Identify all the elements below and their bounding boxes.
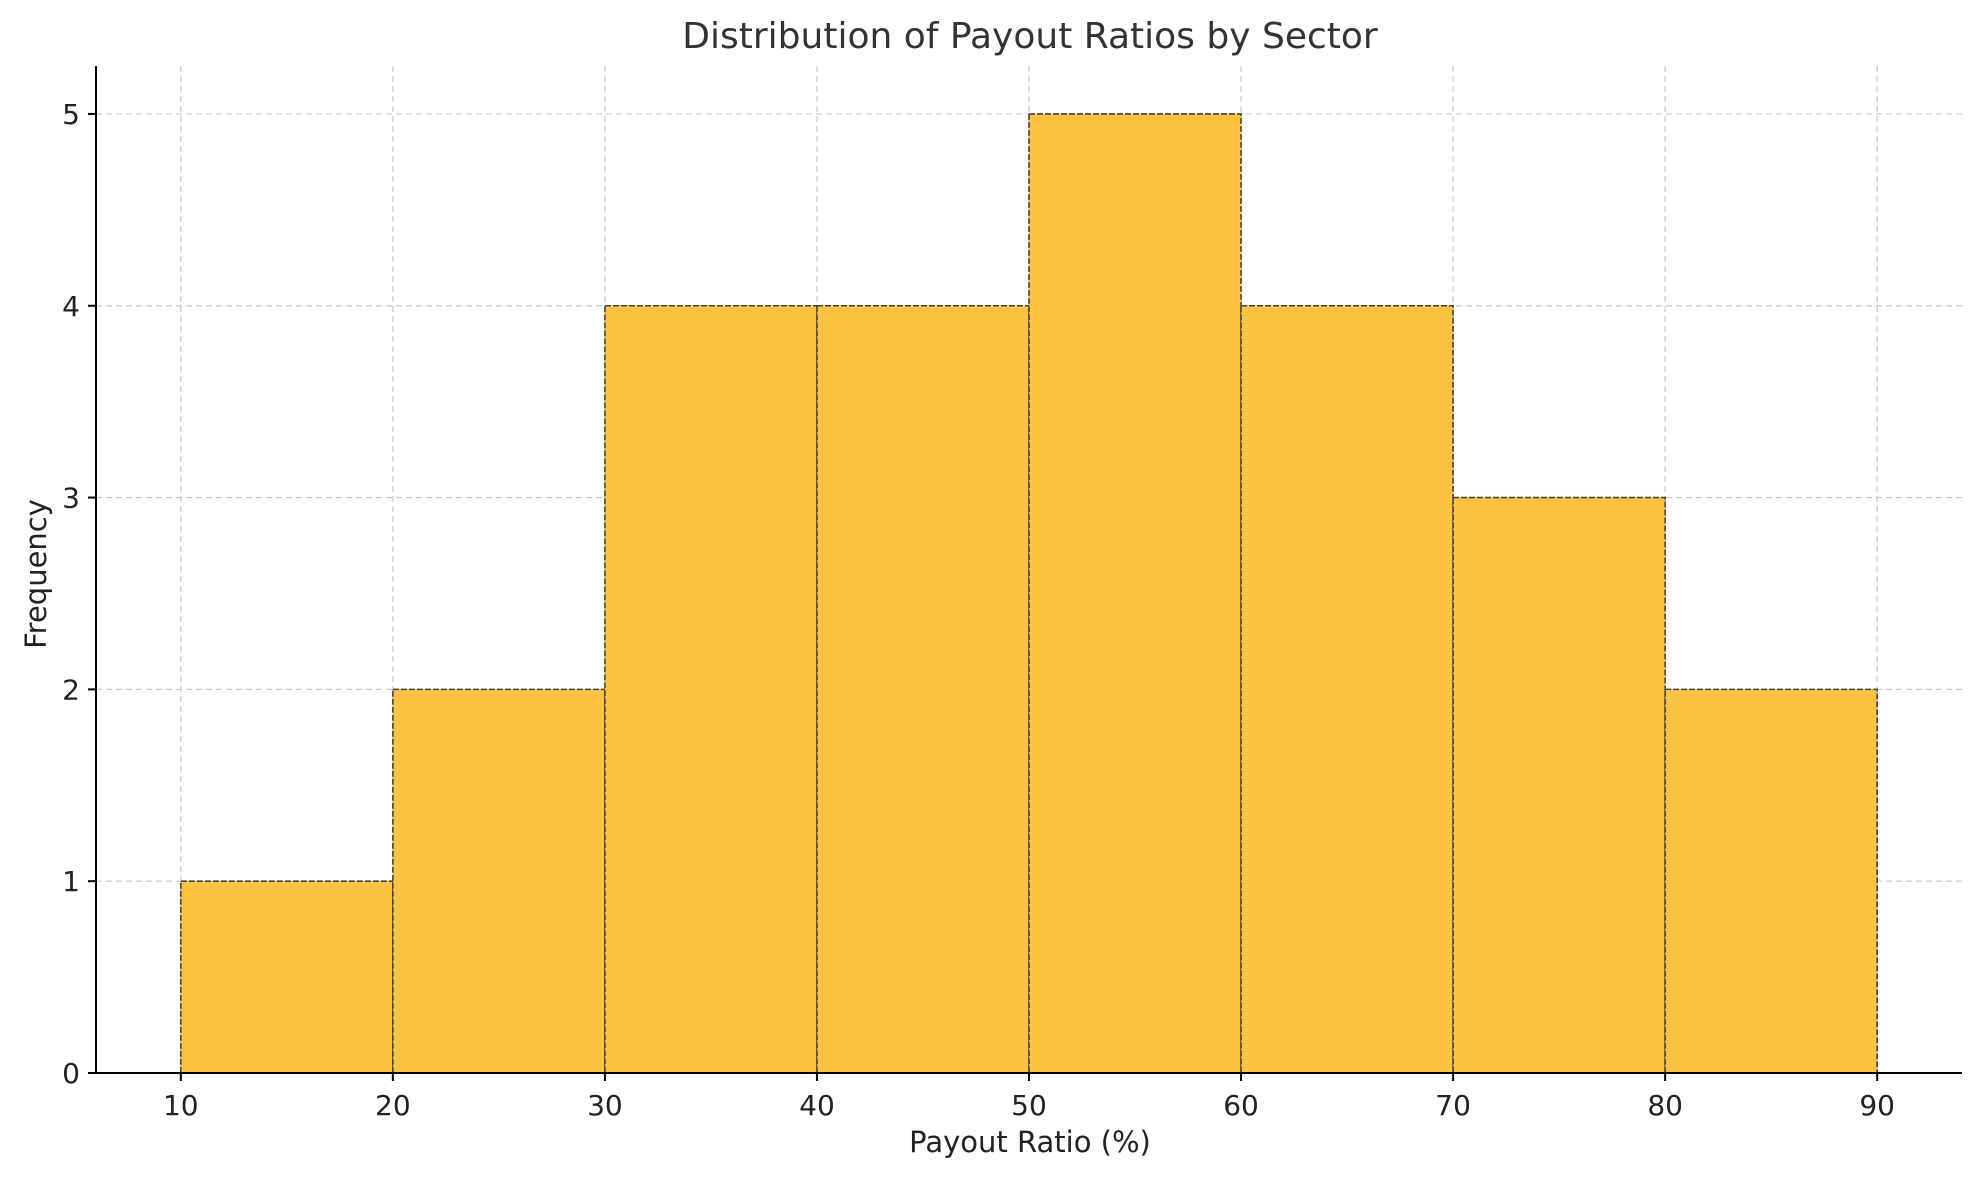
y-tick-label: 0 xyxy=(62,1057,80,1090)
chart-title: Distribution of Payout Ratios by Sector xyxy=(682,16,1378,57)
x-tick-label: 60 xyxy=(1223,1089,1259,1122)
bar-40-50 xyxy=(816,304,1030,1074)
bar-20-30 xyxy=(392,688,606,1074)
x-ticks: 10 20 30 40 50 60 70 80 90 xyxy=(163,1073,1895,1122)
bar-50-60 xyxy=(1028,113,1242,1074)
y-tick-label: 3 xyxy=(62,482,80,515)
x-axis-label: Payout Ratio (%) xyxy=(909,1125,1151,1159)
bar-80-90 xyxy=(1664,688,1878,1074)
y-tick-label: 5 xyxy=(62,98,80,131)
x-tick-label: 10 xyxy=(163,1089,199,1122)
bar-30-40 xyxy=(604,304,818,1074)
bars xyxy=(180,113,1878,1074)
y-axis-label: Frequency xyxy=(19,499,53,649)
bar-70-80 xyxy=(1452,496,1666,1074)
y-tick-label: 1 xyxy=(62,865,80,898)
y-tick-label: 4 xyxy=(62,290,80,323)
bar-60-70 xyxy=(1240,304,1454,1074)
x-tick-label: 50 xyxy=(1011,1089,1047,1122)
x-tick-label: 40 xyxy=(799,1089,835,1122)
y-ticks: 0 1 2 3 4 5 xyxy=(62,98,96,1090)
x-tick-label: 70 xyxy=(1435,1089,1471,1122)
x-tick-label: 30 xyxy=(587,1089,623,1122)
bar-10-20 xyxy=(180,880,394,1074)
y-tick-label: 2 xyxy=(62,673,80,706)
x-tick-label: 90 xyxy=(1859,1089,1895,1122)
x-tick-label: 20 xyxy=(375,1089,411,1122)
x-tick-label: 80 xyxy=(1647,1089,1683,1122)
